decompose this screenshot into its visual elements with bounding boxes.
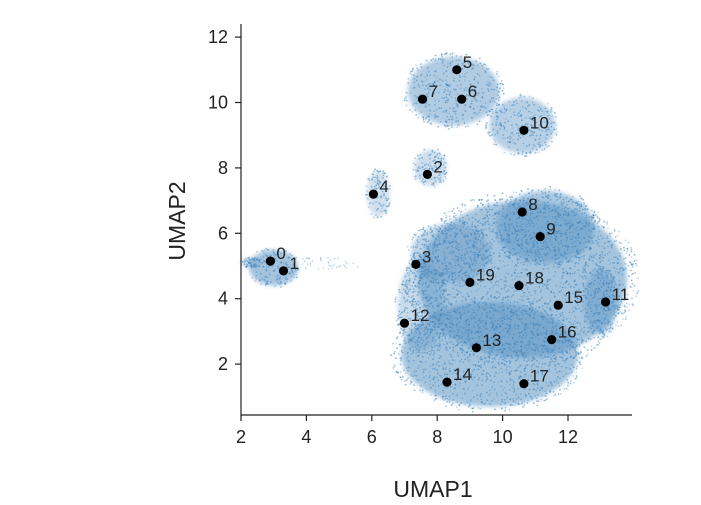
cluster-centroid-point xyxy=(547,335,557,345)
cluster-centroid-point xyxy=(535,232,545,242)
y-axis-title: UMAP2 xyxy=(164,181,190,260)
cluster-centroid-point xyxy=(417,94,428,104)
y-tick-label: 4 xyxy=(218,289,228,309)
cluster-label: 2 xyxy=(433,157,442,176)
y-tick-label: 10 xyxy=(208,93,228,113)
cluster-label: 10 xyxy=(530,113,549,132)
x-tick-label: 10 xyxy=(493,427,513,447)
cluster-label: 1 xyxy=(290,254,299,273)
y-ticks: 2 4 6 8 10 12 xyxy=(208,27,241,374)
cluster-label: 8 xyxy=(528,195,537,214)
x-tick-label: 4 xyxy=(301,427,311,447)
cluster-label: 12 xyxy=(411,306,430,325)
cluster-centroid-point xyxy=(519,379,529,389)
cluster-centroid-point xyxy=(553,300,563,310)
cluster-centroid-point xyxy=(265,256,275,266)
x-ticks: 2 4 6 8 10 12 xyxy=(236,415,578,447)
y-tick-label: 2 xyxy=(218,354,228,374)
cluster-label: 19 xyxy=(476,265,495,284)
cluster-centroid-point xyxy=(411,259,421,269)
cluster-centroid-point xyxy=(452,65,462,75)
cluster-label: 9 xyxy=(546,220,555,239)
x-tick-label: 2 xyxy=(236,427,246,447)
cluster-centroid-point xyxy=(517,207,527,217)
cluster-centroid-point xyxy=(399,318,410,328)
cluster-label: 7 xyxy=(429,82,438,101)
cell-point-cloud xyxy=(241,52,640,413)
cluster-centroid-point xyxy=(422,169,432,179)
x-tick-label: 8 xyxy=(432,427,442,447)
cluster-label: 0 xyxy=(276,244,285,263)
cluster-centroid-point xyxy=(457,94,467,104)
cluster-label: 17 xyxy=(530,367,549,386)
x-axis-title: UMAP1 xyxy=(393,476,472,502)
cluster-label: 6 xyxy=(468,82,477,101)
cluster-centroid-point xyxy=(514,281,524,291)
cluster-label: 13 xyxy=(482,331,501,350)
y-tick-label: 6 xyxy=(218,223,228,243)
x-tick-label: 12 xyxy=(558,427,578,447)
cluster-label: 5 xyxy=(463,53,472,72)
cluster-centroid-point xyxy=(368,189,378,199)
cluster-label: 18 xyxy=(525,269,544,288)
cluster-label: 14 xyxy=(453,365,472,384)
y-tick-label: 12 xyxy=(208,27,228,47)
cluster-centroid-point xyxy=(278,266,289,276)
cluster-centroid-point xyxy=(442,377,452,387)
cluster-centroid-point xyxy=(465,277,475,287)
cluster-label: 15 xyxy=(564,288,583,307)
y-tick-label: 8 xyxy=(218,158,228,178)
cluster-label: 16 xyxy=(558,323,577,342)
cluster-label: 3 xyxy=(422,247,431,266)
cluster-label: 11 xyxy=(612,285,630,304)
cluster-centroid-point xyxy=(471,343,481,353)
cluster-centroid-point xyxy=(519,125,529,135)
x-tick-label: 6 xyxy=(367,427,377,447)
cluster-label: 4 xyxy=(379,177,388,196)
cluster-centroid-point xyxy=(601,297,611,307)
